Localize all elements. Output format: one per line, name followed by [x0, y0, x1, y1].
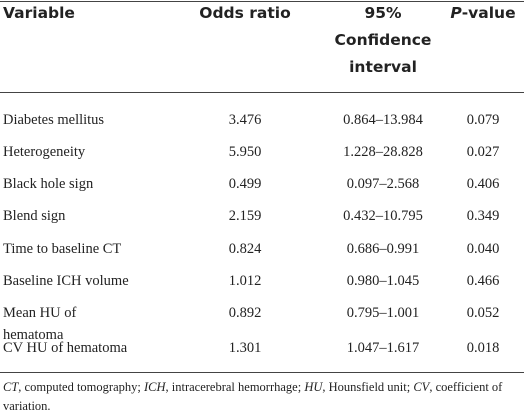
- footnote-text: , computed tomography;: [18, 380, 144, 394]
- top-rule: [0, 1, 524, 2]
- header-italic: P: [450, 4, 462, 22]
- table-cell: 5.950: [228, 144, 262, 160]
- table-cell: 0.027: [466, 144, 500, 160]
- row-label: Mean HU of hematoma: [3, 305, 77, 343]
- table-cell: 0.499: [228, 176, 262, 192]
- footnote-abbr: ICH: [143, 380, 166, 394]
- column-header: 95% Confidence interval: [334, 4, 432, 76]
- footnote-abbr: CT: [3, 380, 19, 394]
- footnote-text: , Hounsfield unit;: [322, 380, 414, 394]
- table-cell: 1.301: [228, 340, 262, 356]
- column-header: Odds ratio: [199, 4, 291, 22]
- row-label: CV HU of hematoma: [3, 340, 128, 356]
- bottom-rule: [0, 372, 524, 373]
- footnote-text: , coefficient of variation.: [3, 380, 503, 413]
- table-cell: 3.476: [228, 112, 262, 128]
- row-label: Black hole sign: [3, 176, 94, 192]
- table-cell: 0.864–13.984: [343, 112, 423, 128]
- table-cell: 1.047–1.617: [346, 340, 420, 356]
- table-cell: 0.892: [228, 305, 262, 321]
- footnote-abbr: HU: [304, 380, 323, 394]
- table-cell: 1.012: [228, 273, 262, 289]
- row-label: Heterogeneity: [3, 144, 86, 160]
- table-cell: 0.052: [466, 305, 500, 321]
- table-cell: 0.466: [466, 273, 500, 289]
- row-label: Time to baseline CT: [3, 241, 122, 257]
- footnote-text: , intracerebral hemorrhage;: [165, 380, 305, 394]
- table-cell: 2.159: [228, 208, 262, 224]
- header-text: -value: [461, 4, 516, 22]
- table-cell: 0.079: [466, 112, 500, 128]
- table-cell: 0.349: [466, 208, 500, 224]
- footnote: CT, computed tomography; ICH, intracereb…: [3, 378, 518, 416]
- column-header: P-value: [433, 0, 524, 27]
- table-cell: 0.018: [466, 340, 500, 356]
- table-cell: 0.097–2.568: [346, 176, 420, 192]
- column-header: Variable: [3, 4, 75, 22]
- row-label: Blend sign: [3, 208, 66, 224]
- row-label: Diabetes mellitus: [3, 112, 105, 128]
- row-label: Baseline ICH volume: [3, 273, 129, 289]
- footnote-abbr: CV: [413, 380, 430, 394]
- table-cell: 0.686–0.991: [346, 241, 420, 257]
- table-cell: 1.228–28.828: [343, 144, 423, 160]
- table-cell: 0.795–1.001: [346, 305, 420, 321]
- table-cell: 0.406: [466, 176, 500, 192]
- header-rule: [0, 92, 524, 93]
- table-cell: 0.432–10.795: [343, 208, 423, 224]
- table-cell: 0.040: [466, 241, 500, 257]
- table-cell: 0.824: [228, 241, 262, 257]
- table-cell: 0.980–1.045: [346, 273, 420, 289]
